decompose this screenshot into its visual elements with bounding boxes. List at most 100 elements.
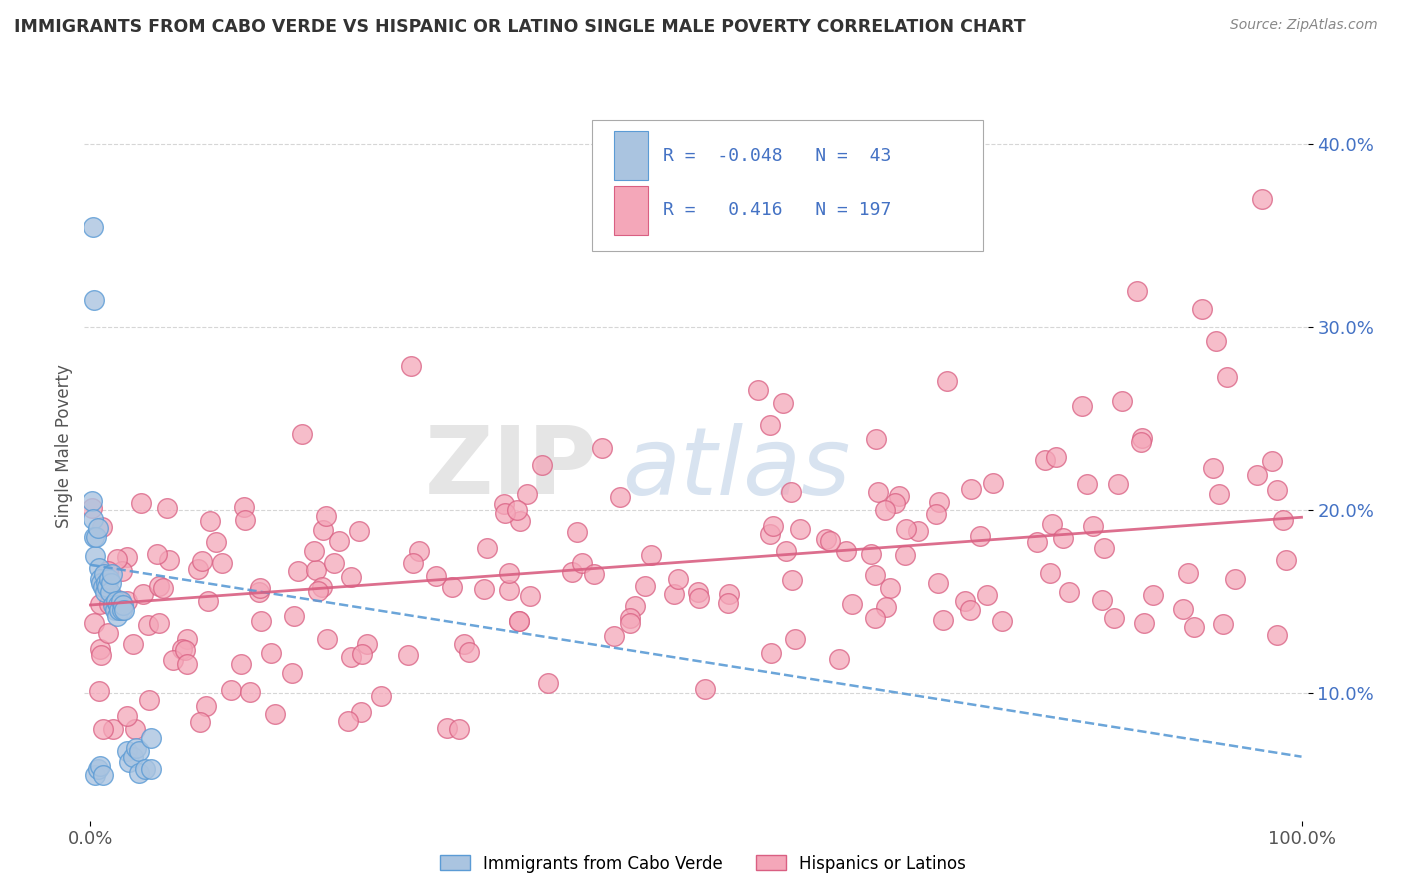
Point — [1035, 453, 1057, 467]
Point — [664, 587, 686, 601]
Point — [1173, 602, 1195, 616]
Point — [969, 529, 991, 543]
Point — [98, 585, 121, 599]
Point — [1111, 393, 1133, 408]
Point — [1102, 611, 1125, 625]
Point — [370, 689, 392, 703]
Point — [122, 637, 145, 651]
Point — [110, 594, 132, 608]
Point — [233, 500, 256, 515]
Point — [1272, 512, 1295, 526]
Point — [436, 721, 458, 735]
Point — [86, 521, 108, 535]
Point — [814, 533, 837, 547]
Point — [634, 578, 657, 592]
Text: Source: ZipAtlas.com: Source: ZipAtlas.com — [1230, 18, 1378, 32]
Point — [90, 520, 112, 534]
Point — [1039, 566, 1062, 581]
Point — [115, 744, 138, 758]
Point — [197, 594, 219, 608]
Point — [1201, 461, 1223, 475]
Point — [498, 566, 520, 581]
Point — [89, 597, 111, 611]
Point — [828, 651, 851, 665]
Point — [516, 487, 538, 501]
Point — [879, 581, 901, 595]
Point — [139, 731, 162, 746]
Point — [441, 581, 464, 595]
Point — [530, 458, 553, 472]
Point — [305, 563, 328, 577]
Point — [83, 616, 105, 631]
Point — [125, 740, 148, 755]
Point — [932, 613, 955, 627]
Point — [408, 543, 430, 558]
Point — [264, 707, 287, 722]
Point — [1081, 519, 1104, 533]
Point — [112, 598, 135, 612]
Point — [101, 723, 124, 737]
Point — [603, 628, 626, 642]
Point — [136, 617, 159, 632]
Point — [863, 611, 886, 625]
Point — [536, 675, 558, 690]
Point — [117, 708, 139, 723]
Point — [1026, 534, 1049, 549]
Point — [104, 594, 127, 608]
Text: atlas: atlas — [623, 423, 851, 514]
Point — [624, 599, 647, 613]
Point — [894, 523, 917, 537]
Point — [101, 566, 124, 581]
Point — [105, 609, 128, 624]
Text: R =   0.416   N = 197: R = 0.416 N = 197 — [664, 202, 891, 219]
Point — [312, 523, 335, 537]
Point — [818, 534, 841, 549]
Point — [475, 541, 498, 555]
Point — [402, 557, 425, 571]
Point — [97, 573, 120, 587]
Point — [508, 615, 530, 629]
Point — [115, 550, 138, 565]
Point — [105, 552, 128, 566]
Point — [717, 596, 740, 610]
Point — [1212, 617, 1234, 632]
Point — [84, 549, 107, 563]
Point — [339, 649, 361, 664]
Point — [1223, 572, 1246, 586]
Point — [89, 759, 111, 773]
Point — [148, 615, 170, 630]
Point — [868, 485, 890, 500]
Point — [1076, 476, 1098, 491]
Point — [148, 578, 170, 592]
Point — [283, 609, 305, 624]
Point — [198, 514, 221, 528]
Point — [924, 507, 946, 521]
Point — [492, 497, 515, 511]
Point — [104, 603, 127, 617]
Text: ZIP: ZIP — [425, 423, 598, 515]
Point — [80, 501, 103, 516]
Point — [758, 527, 780, 541]
Point — [1070, 399, 1092, 413]
Point — [347, 524, 370, 538]
Point — [666, 572, 689, 586]
Point — [565, 525, 588, 540]
Point — [97, 597, 120, 611]
Point — [718, 587, 741, 601]
Point — [640, 549, 662, 563]
FancyBboxPatch shape — [614, 186, 648, 235]
Point — [239, 685, 262, 699]
Point — [894, 548, 917, 562]
Point — [90, 648, 112, 663]
Point — [1250, 192, 1272, 206]
Point — [86, 763, 108, 777]
Point — [315, 509, 337, 524]
Point — [124, 723, 146, 737]
FancyBboxPatch shape — [614, 131, 648, 180]
Point — [519, 589, 541, 603]
Point — [82, 219, 104, 234]
Point — [457, 645, 479, 659]
Point — [356, 637, 378, 651]
Point — [250, 614, 273, 628]
Point — [875, 600, 897, 615]
